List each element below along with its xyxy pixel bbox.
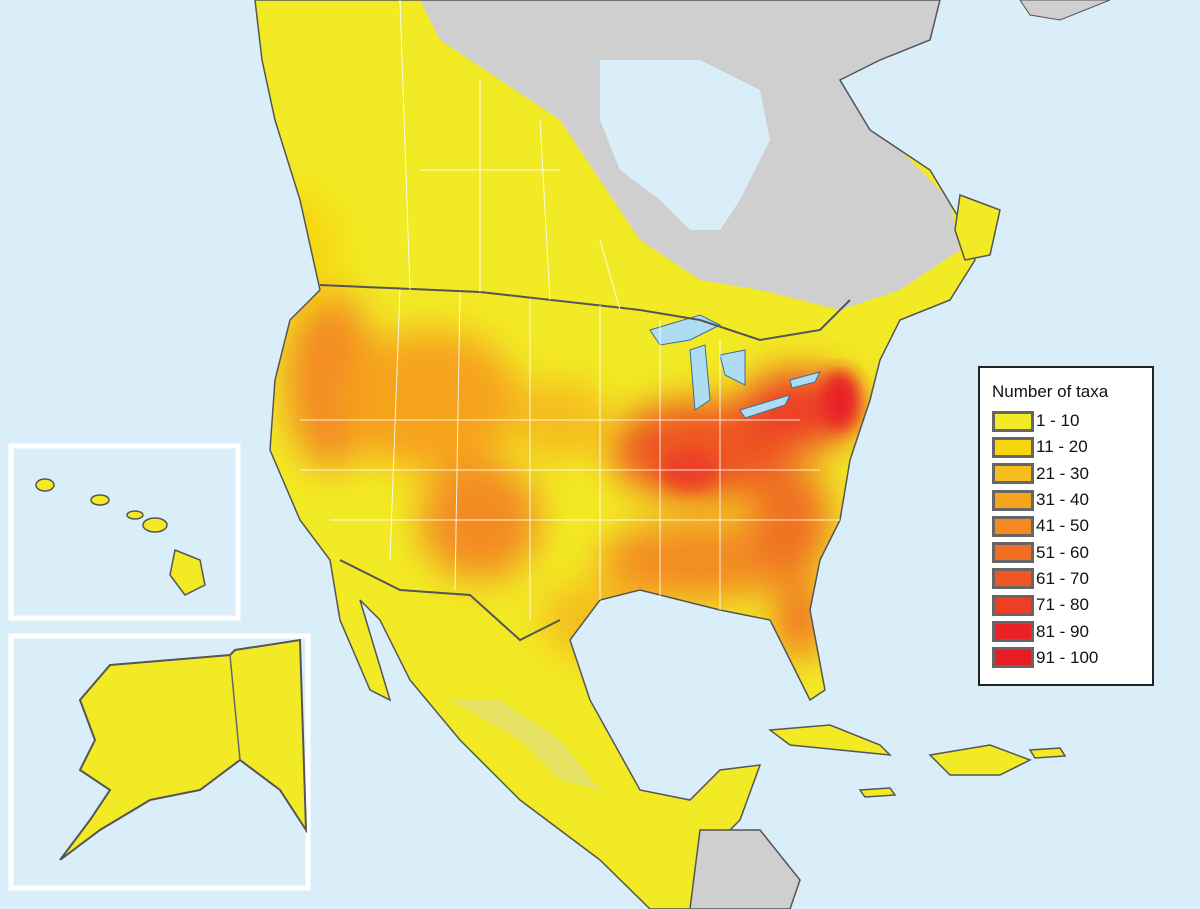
legend-item: 11 - 20 <box>992 434 1152 460</box>
legend-item: 31 - 40 <box>992 487 1152 513</box>
greenland <box>1019 0 1111 21</box>
newfoundland <box>954 193 1001 261</box>
legend-label: 41 - 50 <box>1036 516 1089 536</box>
legend-swatch <box>992 621 1034 643</box>
legend-item: 61 - 70 <box>992 566 1152 592</box>
legend-label: 91 - 100 <box>1036 647 1099 667</box>
caribbean-islands <box>767 724 1067 798</box>
legend-swatch <box>992 489 1034 511</box>
central-america <box>689 829 801 909</box>
hawaii-inset <box>8 443 241 621</box>
legend-swatch <box>992 515 1034 537</box>
mexico-no-data <box>450 700 600 790</box>
legend-item: 41 - 50 <box>992 513 1152 539</box>
us-mexico-border <box>339 559 561 642</box>
legend-swatch <box>992 463 1034 485</box>
legend-item: 81 - 90 <box>992 618 1152 644</box>
legend-swatch <box>992 542 1034 564</box>
legend-label: 71 - 80 <box>1036 595 1089 615</box>
legend-item: 51 - 60 <box>992 539 1152 565</box>
borders <box>300 0 851 642</box>
great-lakes <box>649 314 821 419</box>
legend-item: 91 - 100 <box>992 645 1152 671</box>
legend-label: 1 - 10 <box>1036 411 1080 431</box>
legend-item: 71 - 80 <box>992 592 1152 618</box>
legend-title: Number of taxa <box>992 382 1109 401</box>
legend-label: 81 - 90 <box>1036 621 1089 641</box>
legend-swatch <box>992 594 1034 616</box>
legend-label: 61 - 70 <box>1036 568 1089 588</box>
legend-item: 21 - 30 <box>992 461 1152 487</box>
legend-label: 11 - 20 <box>1036 437 1088 457</box>
legend-label: 31 - 40 <box>1036 490 1089 510</box>
legend-label: 21 - 30 <box>1036 463 1089 483</box>
alaska-inset <box>8 633 311 891</box>
legend-label: 51 - 60 <box>1036 542 1089 562</box>
hudson-bay <box>600 60 770 230</box>
legend-swatch <box>992 436 1034 458</box>
legend: Number of taxa 1 - 10 11 - 20 21 - 30 31 - … <box>978 366 1154 686</box>
legend-swatch <box>992 410 1034 432</box>
legend-swatch <box>992 647 1034 669</box>
legend-swatch <box>992 568 1034 590</box>
legend-item: 1 - 10 <box>992 408 1152 434</box>
